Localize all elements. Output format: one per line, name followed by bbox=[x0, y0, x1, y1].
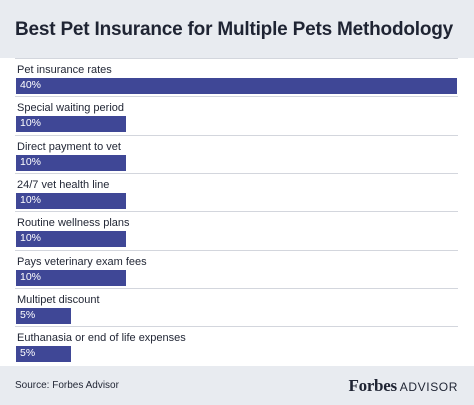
row-divider bbox=[15, 287, 458, 289]
row-divider bbox=[15, 172, 458, 174]
category-label: Pays veterinary exam fees bbox=[17, 255, 147, 268]
category-label: Direct payment to vet bbox=[17, 140, 121, 153]
bar: 10% bbox=[16, 116, 127, 133]
row-divider bbox=[15, 211, 458, 213]
bar-value-label: 10% bbox=[20, 117, 42, 130]
row-divider bbox=[15, 326, 458, 328]
category-label: Pet insurance rates bbox=[17, 64, 112, 76]
row-divider bbox=[15, 58, 458, 59]
category-label: Routine wellness plans bbox=[17, 217, 130, 230]
logo-forbes-text: Forbes bbox=[348, 376, 398, 395]
logo-advisor-text: ADVISOR bbox=[399, 380, 458, 394]
bar-value-label: 5% bbox=[20, 347, 36, 360]
bar: 40% bbox=[16, 78, 457, 94]
bar: 10% bbox=[16, 231, 127, 248]
bar-value-label: 10% bbox=[20, 232, 42, 245]
row-divider bbox=[15, 134, 458, 136]
bar-value-label: 10% bbox=[20, 270, 42, 283]
chart-title: Best Pet Insurance for Multiple Pets Met… bbox=[15, 19, 454, 40]
title-band: Best Pet Insurance for Multiple Pets Met… bbox=[0, 0, 474, 58]
forbes-advisor-logo: Forbes ADVISOR bbox=[349, 376, 458, 396]
category-label: Euthanasia or end of life expenses bbox=[17, 332, 186, 345]
bar: 5% bbox=[16, 346, 72, 363]
footer-band: Source: Forbes Advisor Forbes ADVISOR bbox=[0, 366, 474, 405]
bar: 10% bbox=[16, 269, 127, 286]
source-note: Source: Forbes Advisor bbox=[15, 380, 119, 391]
category-label: Special waiting period bbox=[17, 102, 125, 115]
category-label: Multipet discount bbox=[17, 293, 100, 306]
row-divider bbox=[15, 249, 458, 251]
bar-chart: Pet insurance rates 40% Special waiting pe… bbox=[0, 58, 474, 366]
bar: 5% bbox=[16, 307, 72, 324]
bar-value-label: 10% bbox=[20, 193, 42, 206]
bar-value-label: 40% bbox=[20, 79, 42, 91]
category-label: 24/7 vet health line bbox=[17, 178, 110, 191]
bar: 10% bbox=[16, 154, 127, 171]
bar: 10% bbox=[16, 192, 127, 209]
bar-value-label: 5% bbox=[20, 308, 36, 321]
bar-value-label: 10% bbox=[20, 155, 42, 168]
row-divider bbox=[15, 96, 458, 98]
